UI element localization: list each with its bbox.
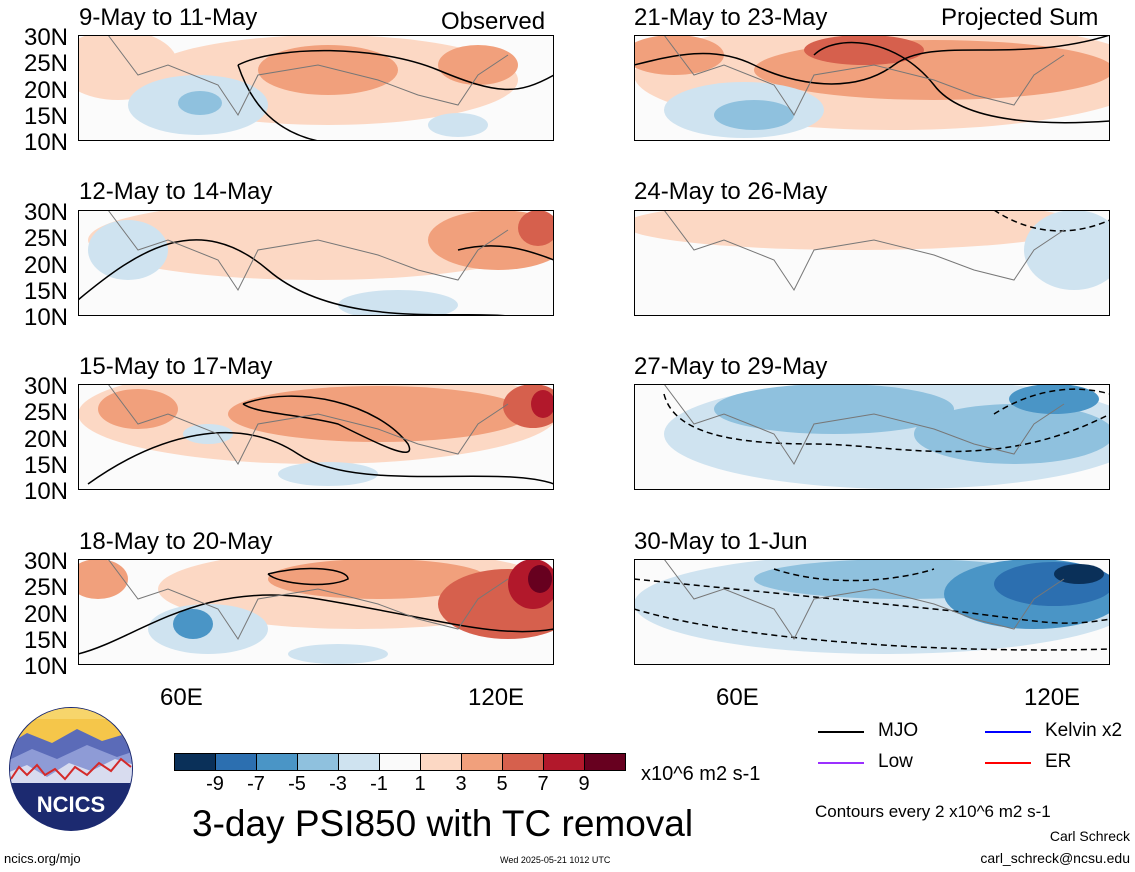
colorbar-swatch — [502, 754, 543, 770]
legend-line-er — [985, 762, 1031, 764]
lat-label: 30N — [23, 199, 68, 226]
colorbar-label: 3 — [455, 773, 467, 795]
lat-label: 25N — [23, 399, 68, 426]
colorbar-swatch — [297, 754, 338, 770]
lon-label-right-60e: 60E — [716, 684, 759, 711]
map-panel-30-may-1-jun — [634, 559, 1110, 665]
colorbar-label: -3 — [329, 773, 347, 795]
colorbar-label: -5 — [288, 773, 306, 795]
lat-label: 15N — [23, 103, 68, 130]
legend-label-low: Low — [878, 751, 913, 772]
author-email[interactable]: carl_schreck@ncsu.edu — [980, 850, 1130, 866]
legend-label-er: ER — [1045, 751, 1072, 772]
colorbar-label: 7 — [537, 773, 549, 795]
colorbar-swatch — [256, 754, 297, 770]
lon-label-left-60e: 60E — [160, 684, 203, 711]
lat-label: 25N — [23, 574, 68, 601]
legend-line-low — [818, 762, 864, 764]
colorbar-swatch — [543, 754, 584, 770]
observed-label: Observed — [441, 8, 546, 35]
colorbar-swatch — [338, 754, 379, 770]
panel-title-3: 15-May to 17-May — [79, 353, 273, 380]
colorbar-swatch — [420, 754, 461, 770]
panel-title-1: 9-May to 11-May — [79, 4, 258, 31]
lat-label: 30N — [23, 24, 68, 51]
website-link[interactable]: ncics.org/mjo — [4, 851, 81, 866]
panel-title-8: 30-May to 1-Jun — [634, 528, 808, 555]
panel-title-2: 12-May to 14-May — [79, 178, 273, 205]
lat-label: 15N — [23, 452, 68, 479]
lat-label: 10N — [23, 129, 68, 156]
panel-title-6: 24-May to 26-May — [634, 178, 828, 205]
colorbar-label: 1 — [414, 773, 426, 795]
colorbar-swatch — [584, 754, 625, 770]
ncics-logo: NCICS — [9, 707, 133, 831]
legend-line-kelvin — [985, 731, 1031, 733]
lat-label: 25N — [23, 225, 68, 252]
contours-note: Contours every 2 x10^6 m2 s-1 — [815, 802, 1051, 821]
lon-label-left-120e: 120E — [468, 684, 525, 711]
lat-label: 15N — [23, 278, 68, 305]
map-panel-18-20-may — [78, 559, 554, 665]
lat-label: 25N — [23, 50, 68, 77]
lon-label-right-120e: 120E — [1024, 684, 1081, 711]
lat-label: 30N — [23, 548, 68, 575]
legend-label-mjo: MJO — [878, 720, 919, 741]
colorbar-label: 5 — [496, 773, 508, 795]
main-title: 3-day PSI850 with TC removal — [192, 803, 694, 844]
colorbar-swatch — [175, 754, 215, 770]
panel-title-4: 18-May to 20-May — [79, 528, 273, 555]
lat-label: 30N — [23, 373, 68, 400]
lat-label: 20N — [23, 252, 68, 279]
colorbar-units: x10^6 m2 s-1 — [641, 763, 761, 785]
lat-label: 20N — [23, 601, 68, 628]
colorbar-swatch — [215, 754, 256, 770]
map-panel-12-14-may — [78, 210, 554, 316]
colorbar-label: -1 — [370, 773, 388, 795]
colorbar — [174, 753, 626, 771]
map-panel-15-17-may — [78, 384, 554, 490]
author-credit: Carl Schreck — [1049, 828, 1130, 844]
lat-label: 10N — [23, 653, 68, 680]
lat-label: 10N — [23, 304, 68, 331]
colorbar-swatch — [379, 754, 420, 770]
panel-title-5: 21-May to 23-May — [634, 4, 828, 31]
lat-label: 10N — [23, 478, 68, 505]
map-panel-9-11-may — [78, 35, 554, 141]
colorbar-swatch — [461, 754, 502, 770]
map-panel-27-29-may — [634, 384, 1110, 490]
timestamp: Wed 2025-05-21 1012 UTC — [500, 855, 611, 865]
map-panel-24-26-may — [634, 210, 1110, 316]
lat-label: 15N — [23, 627, 68, 654]
legend-line-mjo — [818, 731, 864, 733]
projected-label: Projected Sum — [941, 4, 1099, 31]
panel-title-7: 27-May to 29-May — [634, 353, 828, 380]
lat-label: 20N — [23, 77, 68, 104]
lat-label: 20N — [23, 426, 68, 453]
logo-text: NCICS — [37, 792, 105, 817]
colorbar-label: -7 — [247, 773, 265, 795]
colorbar-label: -9 — [206, 773, 224, 795]
legend-label-kelvin: Kelvin x2 — [1045, 720, 1123, 741]
colorbar-label: 9 — [578, 773, 590, 795]
map-panel-21-23-may — [634, 35, 1110, 141]
